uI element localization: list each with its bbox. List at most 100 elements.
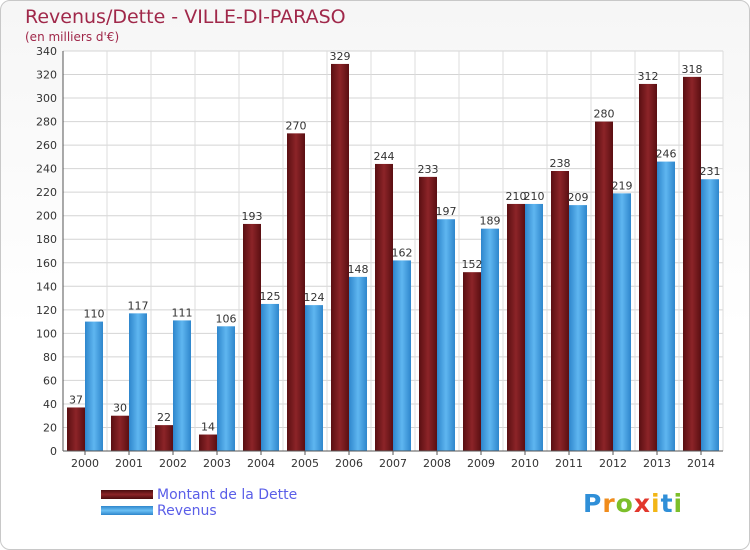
x-tick-label: 2001	[115, 457, 143, 470]
x-tick-label: 2012	[599, 457, 627, 470]
bar-revenus	[129, 313, 147, 451]
data-label-revenus: 125	[260, 290, 281, 303]
y-tick-label: 160	[36, 257, 57, 270]
x-tick-label: 2006	[335, 457, 363, 470]
legend-swatch-revenus	[101, 506, 153, 515]
y-tick-label: 140	[36, 280, 57, 293]
proxiti-logo: Proxiti	[583, 489, 683, 518]
data-label-dette: 152	[462, 258, 483, 271]
bar-dette	[243, 223, 261, 451]
y-tick-label: 20	[43, 421, 57, 434]
bar-revenus	[613, 193, 631, 451]
data-label-dette: 280	[594, 108, 615, 121]
bars-layer	[67, 63, 719, 452]
bar-revenus	[525, 203, 543, 451]
data-label-dette: 238	[550, 157, 571, 170]
data-label-revenus: 162	[392, 246, 413, 259]
bar-dette	[507, 203, 525, 451]
bar-revenus	[85, 321, 103, 451]
bar-revenus	[657, 161, 675, 451]
data-label-dette: 193	[242, 210, 263, 223]
x-tick-label: 2014	[687, 457, 715, 470]
data-label-dette: 233	[418, 163, 439, 176]
bar-dette	[155, 425, 173, 451]
x-tick-label: 2013	[643, 457, 671, 470]
y-tick-label: 80	[43, 351, 57, 364]
data-label-revenus: 189	[480, 215, 501, 228]
bar-dette	[463, 272, 481, 451]
data-label-dette: 329	[330, 50, 351, 63]
data-label-dette: 14	[201, 421, 215, 434]
bar-dette	[111, 415, 129, 451]
axis-layer: 0204060801001201401601802002202402602803…	[36, 45, 723, 470]
y-tick-label: 60	[43, 374, 57, 387]
logo-letter: t	[660, 489, 674, 518]
logo-letter: P	[583, 489, 603, 518]
data-label-dette: 30	[113, 402, 127, 415]
legend-label-dette: Montant de la Dette	[157, 487, 298, 503]
y-tick-label: 200	[36, 210, 57, 223]
x-tick-label: 2009	[467, 457, 495, 470]
bar-dette	[287, 133, 305, 451]
logo-letter: i	[673, 489, 684, 518]
bar-dette	[375, 163, 393, 452]
y-tick-label: 180	[36, 233, 57, 246]
x-tick-label: 2000	[71, 457, 99, 470]
bar-dette	[331, 63, 349, 452]
bar-revenus	[261, 303, 279, 451]
legend-label-revenus: Revenus	[157, 503, 217, 519]
x-tick-label: 2002	[159, 457, 187, 470]
logo-letter: r	[602, 489, 616, 518]
data-label-dette: 22	[157, 411, 171, 424]
chart-title: Revenus/Dette - VILLE-DI-PARASO	[25, 6, 346, 28]
bar-revenus	[217, 326, 235, 451]
bar-dette	[595, 121, 613, 452]
data-label-dette: 210	[506, 190, 527, 203]
data-label-dette: 37	[69, 393, 83, 406]
bar-dette	[67, 407, 85, 451]
data-label-revenus: 210	[524, 190, 545, 203]
y-tick-label: 340	[36, 45, 57, 58]
bar-revenus	[173, 320, 191, 451]
legend-swatch-dette	[101, 490, 153, 499]
x-tick-label: 2010	[511, 457, 539, 470]
data-label-revenus: 117	[128, 299, 149, 312]
bar-dette	[419, 176, 437, 451]
data-label-revenus: 231	[700, 165, 721, 178]
data-label-revenus: 246	[656, 148, 677, 161]
y-tick-label: 120	[36, 304, 57, 317]
chart-subtitle: (en milliers d'€)	[25, 30, 120, 44]
bar-revenus	[569, 205, 587, 451]
bar-dette	[199, 434, 217, 451]
data-label-revenus: 111	[172, 306, 193, 319]
logo-letter: o	[615, 489, 634, 518]
y-tick-label: 220	[36, 186, 57, 199]
bar-revenus	[305, 305, 323, 451]
data-label-revenus: 124	[304, 291, 325, 304]
y-tick-label: 0	[50, 445, 57, 458]
data-label-dette: 318	[682, 63, 703, 76]
y-tick-label: 320	[36, 69, 57, 82]
bar-dette	[683, 76, 701, 451]
y-tick-label: 100	[36, 327, 57, 340]
data-label-revenus: 209	[568, 191, 589, 204]
x-tick-label: 2005	[291, 457, 319, 470]
data-label-revenus: 148	[348, 263, 369, 276]
data-label-revenus: 110	[84, 308, 105, 321]
y-tick-label: 260	[36, 139, 57, 152]
y-tick-label: 40	[43, 398, 57, 411]
x-tick-label: 2007	[379, 457, 407, 470]
labels-layer: 37 110 30 117 22 111 14 106 193 125 270 124 329 148 24…	[69, 50, 721, 434]
data-label-revenus: 197	[436, 205, 457, 218]
x-tick-label: 2004	[247, 457, 275, 470]
bar-revenus	[393, 260, 411, 451]
bar-revenus	[481, 228, 499, 451]
x-tick-label: 2008	[423, 457, 451, 470]
x-tick-label: 2003	[203, 457, 231, 470]
bar-revenus	[437, 219, 455, 451]
bar-revenus	[701, 179, 719, 451]
bar-dette	[551, 171, 569, 451]
data-label-revenus: 106	[216, 312, 237, 325]
